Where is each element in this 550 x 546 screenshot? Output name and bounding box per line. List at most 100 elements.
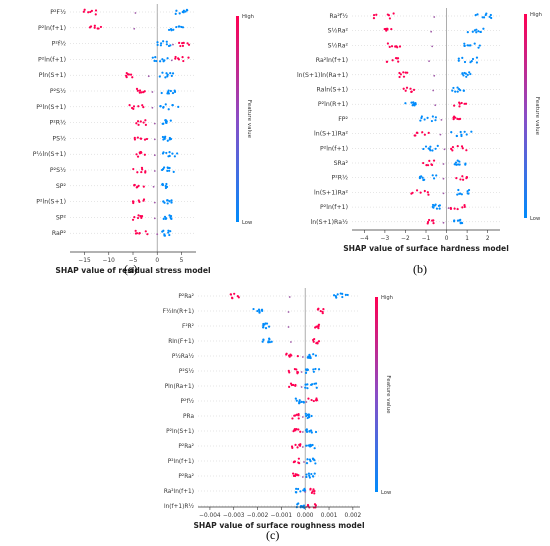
dot-low <box>175 25 178 29</box>
dot-low <box>161 152 165 155</box>
dot-low <box>431 115 434 118</box>
feature-label: ln(S+1)ln(Ra+1) <box>297 72 348 79</box>
dot-low <box>163 137 166 140</box>
dot-low <box>484 13 487 17</box>
dot-low <box>428 147 431 151</box>
dot-high <box>140 151 143 154</box>
dot-low <box>267 325 271 328</box>
feature-label: P²F½ <box>50 8 66 16</box>
dot-high <box>459 178 462 181</box>
dot-mid <box>153 138 156 141</box>
dot-low <box>161 230 164 233</box>
dot-high <box>138 89 142 92</box>
feature-label: P²R½ <box>49 119 66 127</box>
dot-low <box>166 139 169 142</box>
dot-high <box>297 417 300 420</box>
x-tick-label: −1 <box>422 236 431 242</box>
dot-low <box>477 46 480 49</box>
colorbar-title: Feature value <box>385 375 391 414</box>
dot-low <box>475 61 479 64</box>
dot-high <box>427 218 431 222</box>
dot-high <box>187 56 190 59</box>
dot-high <box>372 17 376 20</box>
dot-high <box>405 86 409 89</box>
dot-high <box>449 207 453 210</box>
dot-low <box>473 29 476 32</box>
dot-high <box>461 147 464 150</box>
dot-low <box>162 40 165 43</box>
feature-label: RaP² <box>52 230 67 237</box>
dot-low <box>298 399 301 402</box>
feature-label: SRa² <box>334 160 349 167</box>
dot-high <box>292 474 295 477</box>
dot-high <box>404 89 407 92</box>
dot-low <box>160 91 163 95</box>
dot-high <box>142 91 145 94</box>
dot-high <box>463 102 466 105</box>
dot-low <box>305 414 308 418</box>
dot-high <box>383 27 386 31</box>
dot-mid <box>153 217 156 220</box>
dot-low <box>464 162 467 165</box>
dot-high <box>90 9 93 12</box>
dot-low <box>161 71 164 74</box>
dot-low <box>455 134 458 138</box>
dot-mid <box>153 122 156 125</box>
feature-label: P²Ra² <box>178 293 194 300</box>
dot-high <box>461 206 464 209</box>
dot-high <box>140 170 143 174</box>
dot-high <box>144 123 147 126</box>
dot-high <box>398 71 401 75</box>
dot-high <box>141 104 144 107</box>
dot-low <box>177 105 180 108</box>
dot-high <box>181 56 184 59</box>
dot-mid <box>439 133 442 136</box>
dot-low <box>422 147 425 151</box>
dot-high <box>136 171 139 174</box>
dot-low <box>456 193 459 196</box>
dot-low <box>313 447 316 450</box>
dot-low <box>155 59 158 63</box>
dot-high <box>295 428 298 431</box>
dot-high <box>458 105 461 108</box>
dot-mid <box>440 119 443 121</box>
dot-low <box>473 42 476 45</box>
dot-low <box>314 382 318 385</box>
dot-low <box>167 108 170 111</box>
dot-low <box>465 75 468 78</box>
dot-high <box>427 131 430 134</box>
dot-mid <box>300 371 303 373</box>
dot-low <box>476 13 479 16</box>
dot-low <box>457 87 461 91</box>
feature-label: S½Ra² <box>328 27 349 35</box>
feature-label: P²S½ <box>50 87 66 95</box>
dot-low <box>458 163 461 166</box>
dot-high <box>390 45 394 48</box>
dot-high <box>187 43 191 46</box>
panel-label-b: (b) <box>413 262 427 276</box>
dot-low <box>305 429 308 432</box>
dot-low <box>463 42 466 45</box>
dot-low <box>432 206 435 209</box>
dot-high <box>432 219 435 222</box>
dot-high <box>411 191 414 194</box>
dot-high <box>294 443 297 447</box>
dot-low <box>302 401 305 404</box>
dot-low <box>169 28 173 31</box>
dot-high <box>136 185 139 189</box>
dot-low <box>164 103 167 106</box>
dot-high <box>297 457 300 460</box>
dot-low <box>167 231 170 234</box>
dot-high <box>321 312 324 315</box>
colorbar-title: Feature value <box>246 100 252 139</box>
dot-low <box>175 9 178 12</box>
dot-low <box>304 412 307 415</box>
dot-high <box>462 178 465 181</box>
dot-mid <box>300 386 303 388</box>
dot-low <box>295 487 298 490</box>
dot-low <box>169 89 172 93</box>
dot-low <box>159 44 162 47</box>
dot-low <box>435 174 438 177</box>
dot-low <box>438 204 441 207</box>
x-tick-label: −0.002 <box>247 513 269 519</box>
